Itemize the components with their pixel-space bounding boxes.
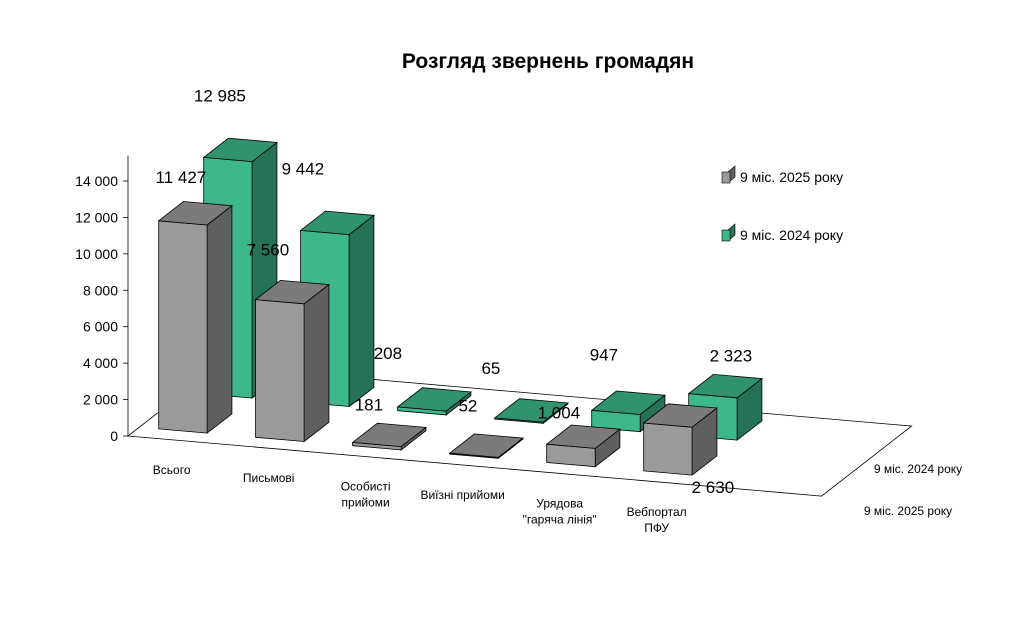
- y-tick-label: 10 000: [75, 246, 118, 262]
- legend-item: 9 міс. 2025 року: [721, 165, 843, 185]
- bar-side: [206, 204, 233, 434]
- bar-front: [642, 403, 718, 476]
- depth-axis-label: 9 міс. 2024 року: [874, 462, 962, 476]
- bar-front: [254, 279, 330, 443]
- y-tick-label: 14 000: [75, 173, 118, 189]
- x-tick-label: прийоми: [342, 496, 390, 510]
- data-label: 2 630: [692, 478, 735, 497]
- bar-top: [545, 424, 621, 449]
- bar-top: [493, 398, 569, 423]
- bar-top: [687, 373, 763, 399]
- bar-back: [396, 387, 472, 416]
- bar-top: [254, 279, 330, 305]
- legend-item: 9 міс. 2024 року: [721, 223, 843, 243]
- data-label: 181: [355, 396, 383, 415]
- bar-top: [396, 387, 472, 412]
- x-tick-label: "гаряча лінія": [523, 512, 597, 526]
- data-label: 11 427: [156, 168, 207, 187]
- bar-front: [545, 424, 621, 468]
- legend-label: 9 міс. 2024 року: [740, 227, 843, 243]
- legend: 9 міс. 2025 року 9 міс. 2024 року: [721, 165, 843, 243]
- bar-side: [348, 214, 375, 408]
- data-label: 1 004: [538, 403, 581, 422]
- bar-front: [448, 433, 524, 460]
- data-label: 208: [374, 344, 402, 363]
- y-tick-label: 12 000: [75, 209, 118, 225]
- y-tick-label: 0: [110, 428, 118, 444]
- data-label: 9 442: [282, 159, 325, 178]
- x-tick-label: Всього: [153, 463, 191, 477]
- bar-front: [643, 422, 693, 476]
- bar-front: [157, 201, 233, 434]
- bar-side: [303, 283, 330, 443]
- x-tick-label: Урядова: [536, 496, 583, 510]
- y-tick-label: 2 000: [83, 392, 118, 408]
- data-label: 2 323: [710, 347, 753, 366]
- data-labels: 11 427 7 560 181 52 1 004 2 630 12 985 9 442 208…: [156, 87, 753, 498]
- depth-axis-label: 9 міс. 2025 року: [864, 504, 952, 518]
- bar-top: [299, 210, 375, 236]
- bar-front: [255, 299, 305, 442]
- y-tick-label: 8 000: [83, 282, 118, 298]
- chart-title: Розгляд звернень громадян: [402, 50, 694, 73]
- x-tick-label: Виїзні прийоми: [420, 488, 504, 502]
- x-tick-label: ПФУ: [644, 521, 669, 535]
- y-tick-label: 4 000: [83, 355, 118, 371]
- bar-back: [493, 398, 569, 425]
- bar-top: [157, 201, 233, 226]
- data-label: 7 560: [247, 241, 290, 260]
- bar-top: [642, 403, 718, 428]
- bar-top: [590, 390, 666, 415]
- bar-front: [158, 220, 208, 434]
- bar-top: [351, 422, 427, 448]
- data-label: 52: [458, 396, 477, 415]
- legend-swatch: [721, 171, 731, 184]
- bar-top: [448, 433, 524, 458]
- data-label: 947: [590, 345, 618, 364]
- data-label: 65: [481, 359, 500, 378]
- bar-top: [202, 137, 278, 163]
- data-label: 12 985: [194, 87, 246, 106]
- bar-front: [351, 422, 427, 451]
- x-axis-labels: Всього Письмові Особисті прийоми Виїзні прий…: [153, 463, 687, 535]
- x-tick-label: Письмові: [243, 471, 295, 485]
- y-axis: 0 2 000 4 000 6 000 8 000 10 000 12 000 14 000: [75, 155, 129, 444]
- y-tick-label: 6 000: [83, 319, 118, 335]
- legend-label: 9 міс. 2025 року: [740, 169, 843, 185]
- x-tick-label: Вебпортал: [627, 505, 687, 519]
- x-tick-label: Особисті: [341, 480, 391, 494]
- bars: [157, 137, 763, 476]
- depth-axis-labels: 9 міс. 2024 року 9 міс. 2025 року: [864, 462, 962, 518]
- legend-swatch: [721, 229, 731, 242]
